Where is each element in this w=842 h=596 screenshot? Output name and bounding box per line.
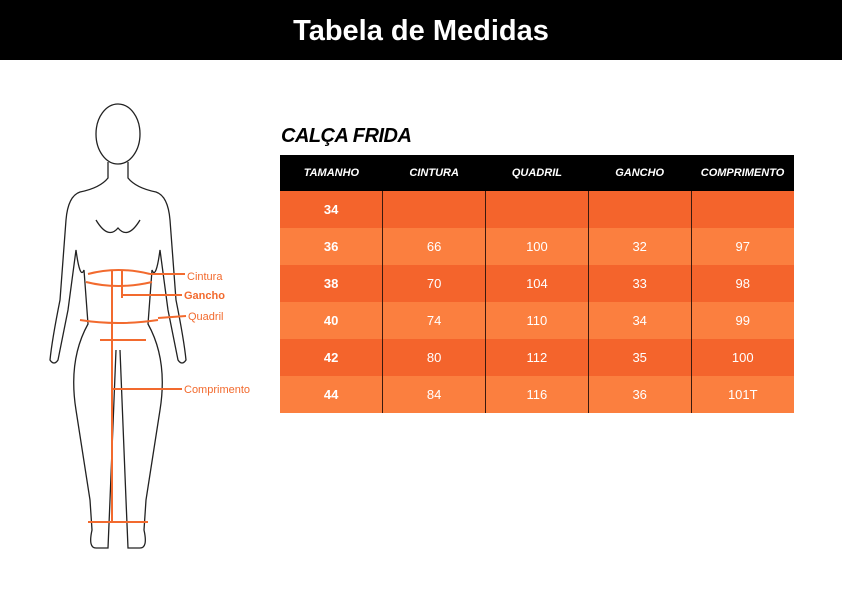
silhouette [49,103,187,549]
table-cell: 97 [690,228,794,265]
table-cell: 34 [280,191,383,228]
table-cell: 35 [587,339,692,376]
body-figure: Cintura Gancho Quadril Comprimento [49,103,250,549]
table-cell: 116 [485,376,589,413]
size-table: TAMANHO CINTURA QUADRIL GANCHO COMPRIMENTO 3… [280,155,794,413]
table-row: 40 74 110 34 99 [280,302,794,339]
table-cell: 33 [587,265,692,302]
table-cell: 44 [280,376,383,413]
column-header: COMPRIMENTO [691,155,794,191]
table-cell: 38 [280,265,383,302]
column-header: GANCHO [588,155,692,191]
table-cell: 70 [382,265,486,302]
table-cell: 110 [485,302,589,339]
label-quadril: Quadril [188,311,223,323]
label-cintura: Cintura [187,271,223,283]
table-cell: 101T [690,376,794,413]
label-comprimento: Comprimento [184,384,250,396]
table-cell: 74 [382,302,486,339]
empty-cell [690,191,794,228]
table-cell: 112 [485,339,589,376]
table-row: 34 [280,191,794,228]
column-header: TAMANHO [280,155,383,191]
empty-cell [485,191,589,228]
page-title: Tabela de Medidas [0,0,842,60]
table-cell: 99 [690,302,794,339]
table-cell: 34 [587,302,692,339]
column-header: QUADRIL [485,155,589,191]
table-cell: 42 [280,339,383,376]
table-cell: 104 [485,265,589,302]
table-row: 38 70 104 33 98 [280,265,794,302]
empty-cell [587,191,692,228]
table-cell: 36 [587,376,692,413]
column-header: CINTURA [382,155,486,191]
table-row: 42 80 112 35 100 [280,339,794,376]
measure-lines [79,269,187,523]
table-cell: 66 [382,228,486,265]
table-cell: 36 [280,228,383,265]
table-cell: 100 [690,339,794,376]
table-cell: 32 [587,228,692,265]
table-cell: 40 [280,302,383,339]
table-body: 34 36 66 100 32 97 38 70 104 33 98 40 74 110 34 99 42 80 1… [280,191,794,413]
header-row: TAMANHO CINTURA QUADRIL GANCHO COMPRIMENTO [280,155,794,191]
table-cell: 98 [690,265,794,302]
table-row: 44 84 116 36 101T [280,376,794,413]
table-cell: 100 [485,228,589,265]
label-gancho: Gancho [184,290,225,302]
empty-cell [382,191,486,228]
table-cell: 80 [382,339,486,376]
table-title: CALÇA FRIDA [281,125,412,147]
table-row: 36 66 100 32 97 [280,228,794,265]
table-cell: 84 [382,376,486,413]
